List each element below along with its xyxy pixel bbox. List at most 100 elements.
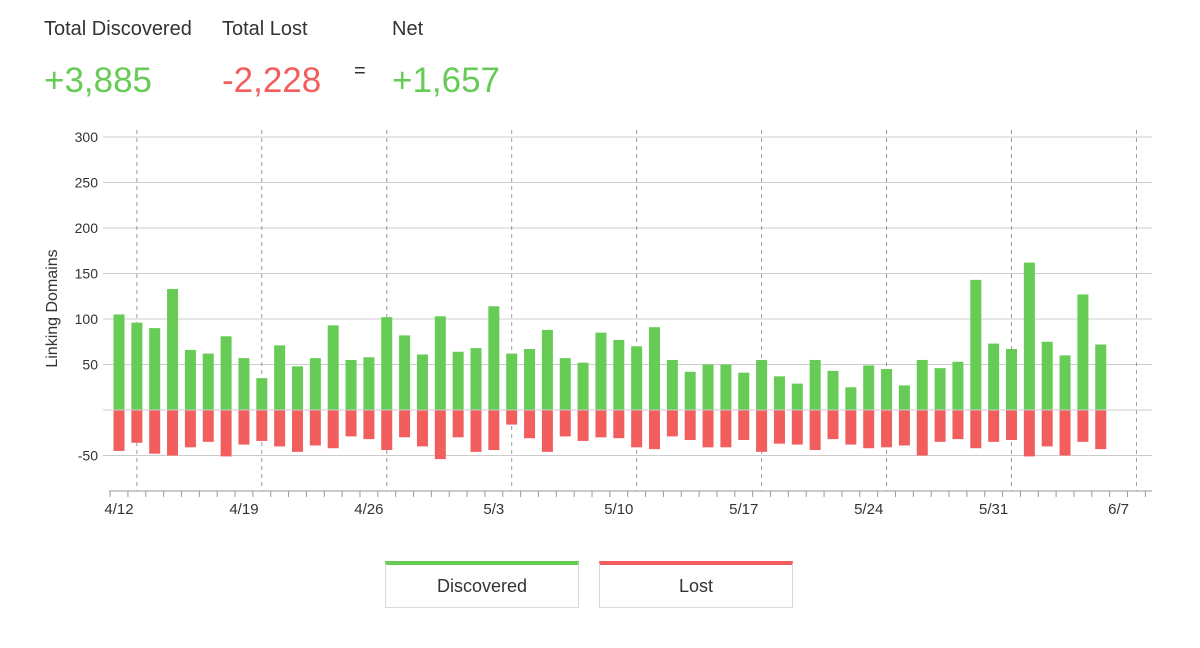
discovered-bar xyxy=(363,357,375,410)
discovered-bar xyxy=(559,358,571,410)
lost-bar xyxy=(399,410,411,438)
discovered-bar xyxy=(577,362,589,410)
lost-bar xyxy=(274,410,286,447)
discovered-bar xyxy=(898,385,910,410)
lost-bar xyxy=(809,410,821,451)
lost-bar xyxy=(988,410,1000,442)
lost-bar xyxy=(952,410,964,440)
discovered-bar xyxy=(416,354,428,410)
lost-bar xyxy=(1023,410,1035,457)
lost-bar xyxy=(506,410,518,425)
y-tick-label: 250 xyxy=(75,175,99,191)
y-tick-label: 200 xyxy=(75,220,99,236)
discovered-bar xyxy=(131,322,143,410)
chart-legend: Discovered Lost xyxy=(385,561,805,608)
discovered-bar xyxy=(184,349,196,410)
y-axis-label: Linking Domains xyxy=(44,249,61,367)
discovered-bar xyxy=(773,376,785,410)
lost-bar xyxy=(1095,410,1107,450)
equals-sign: = xyxy=(354,60,366,82)
lost-bar xyxy=(702,410,714,448)
lost-bar xyxy=(1041,410,1053,447)
discovered-bar xyxy=(238,358,250,410)
lost-bar xyxy=(416,410,428,447)
total-lost-stat: Total Lost -2,228 xyxy=(222,18,321,101)
lost-bar xyxy=(684,410,696,441)
lost-bar xyxy=(470,410,482,452)
net-value: +1,657 xyxy=(392,61,501,100)
lost-bar xyxy=(1059,410,1071,456)
lost-bar xyxy=(113,410,125,451)
discovered-bar xyxy=(1059,355,1071,410)
lost-bar xyxy=(524,410,536,439)
lost-bar xyxy=(577,410,589,441)
discovered-bar xyxy=(791,383,803,410)
lost-bar xyxy=(541,410,553,452)
discovered-bar xyxy=(470,348,482,410)
lost-bar xyxy=(738,410,750,441)
discovered-bar xyxy=(1023,262,1035,410)
discovered-bar xyxy=(113,314,125,410)
discovered-bar xyxy=(684,371,696,410)
discovered-bar xyxy=(881,369,893,410)
x-tick-label: 4/12 xyxy=(104,501,133,518)
lost-bar xyxy=(631,410,643,448)
discovered-bar xyxy=(988,343,1000,410)
total-discovered-value: +3,885 xyxy=(44,61,153,100)
lost-bar xyxy=(167,410,179,456)
discovered-bar xyxy=(345,359,357,410)
lost-bar xyxy=(452,410,464,438)
total-lost-label: Total Lost xyxy=(222,18,308,40)
discovered-bar xyxy=(202,353,214,410)
x-tick-label: 4/19 xyxy=(229,501,258,518)
legend-lost-button[interactable]: Lost xyxy=(599,561,793,608)
lost-bar xyxy=(488,410,500,451)
discovered-bar xyxy=(149,328,161,410)
lost-bar xyxy=(184,410,196,448)
discovered-bar xyxy=(845,387,857,410)
legend-discovered-button[interactable]: Discovered xyxy=(385,561,579,608)
lost-bar xyxy=(791,410,803,445)
discovered-bar xyxy=(702,364,714,410)
lost-bar xyxy=(898,410,910,446)
lost-bar xyxy=(220,410,232,457)
lost-bar xyxy=(934,410,946,442)
discovered-bar xyxy=(827,370,839,410)
net-stat: Net +1,657 xyxy=(392,18,500,101)
x-tick-label: 5/31 xyxy=(979,501,1008,518)
y-tick-label: 50 xyxy=(82,357,98,373)
discovered-bar xyxy=(541,329,553,410)
y-tick-label: 100 xyxy=(75,311,99,327)
discovered-bar xyxy=(916,359,928,410)
lost-bar xyxy=(238,410,250,445)
lost-bar xyxy=(381,410,393,451)
discovered-bar xyxy=(399,335,411,410)
discovered-bar xyxy=(756,359,768,410)
x-tick-label: 5/10 xyxy=(604,501,633,518)
lost-bar xyxy=(434,410,446,460)
x-tick-label: 4/26 xyxy=(354,501,383,518)
lost-bar xyxy=(309,410,321,446)
discovered-bar xyxy=(970,279,982,410)
net-label: Net xyxy=(392,18,424,40)
discovered-bar xyxy=(1006,349,1017,410)
discovered-bar xyxy=(381,317,393,410)
discovered-bar xyxy=(274,345,286,410)
lost-bar xyxy=(666,410,678,437)
discovered-bar xyxy=(256,378,268,410)
discovered-bar xyxy=(720,364,732,410)
discovered-bar xyxy=(524,349,536,410)
discovered-bar xyxy=(863,365,875,410)
discovered-bar xyxy=(649,327,660,410)
total-discovered-label: Total Discovered xyxy=(44,18,192,40)
lost-bar xyxy=(327,410,339,449)
x-tick-label: 5/17 xyxy=(729,501,758,518)
x-tick-label: 6/7 xyxy=(1108,501,1129,518)
discovered-bar xyxy=(452,351,464,410)
lost-bar xyxy=(1006,410,1017,441)
discovered-bar xyxy=(327,325,339,410)
lost-bar xyxy=(131,410,143,443)
lost-bar xyxy=(256,410,268,441)
discovered-bar xyxy=(595,332,607,410)
y-tick-label: -50 xyxy=(78,448,98,464)
